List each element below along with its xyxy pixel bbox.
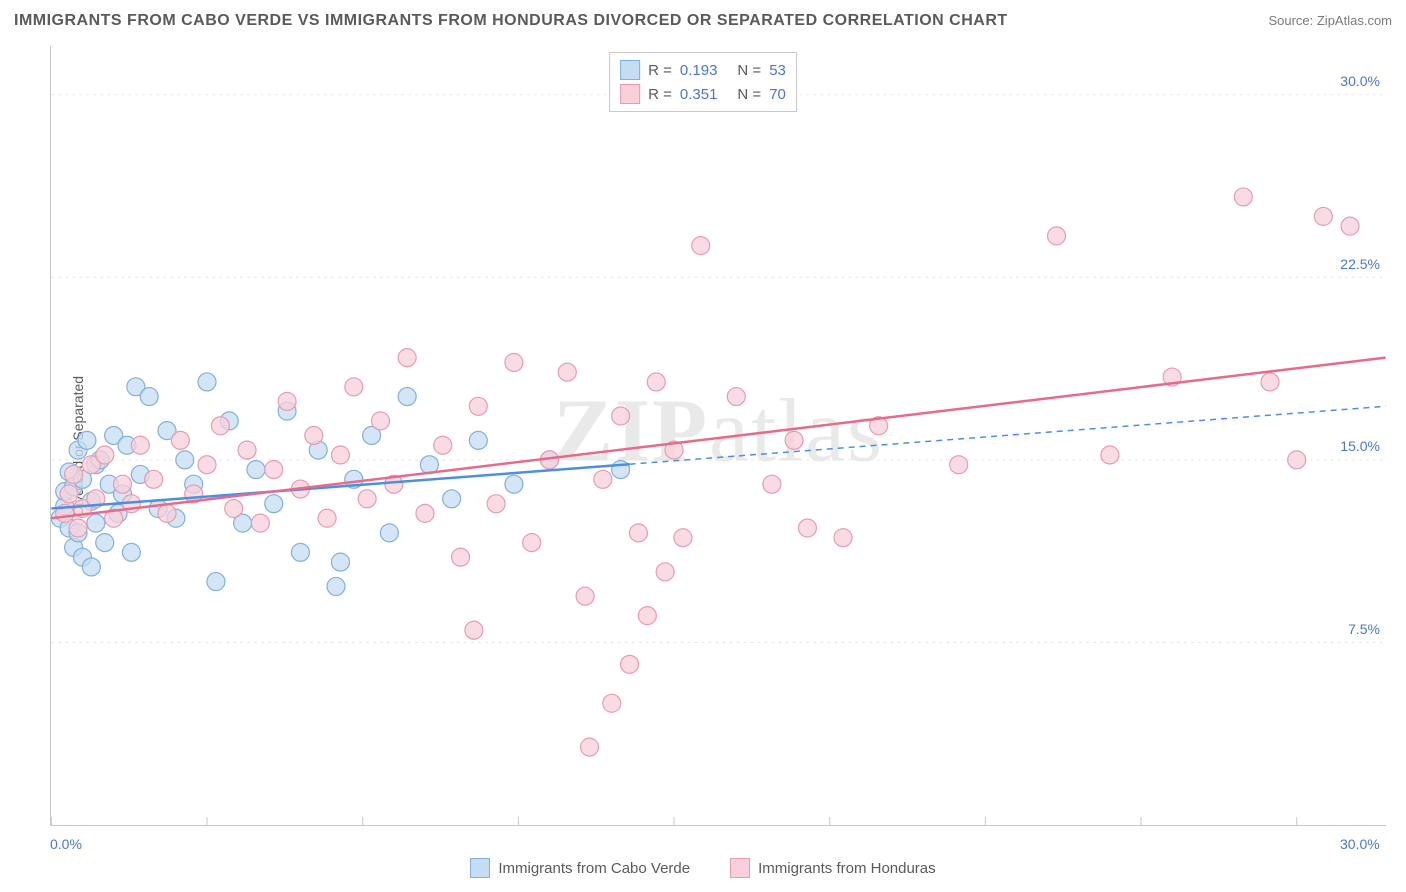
legend-label: Immigrants from Cabo Verde <box>498 860 690 877</box>
swatch-icon <box>620 84 640 104</box>
stat-r-label: R = <box>648 62 672 79</box>
stat-r-label: R = <box>648 86 672 103</box>
stats-row: R = 0.193 N = 53 <box>620 58 786 82</box>
legend-item: Immigrants from Cabo Verde <box>470 858 690 878</box>
stat-r-value: 0.193 <box>680 62 718 79</box>
x-axis-max-label: 30.0% <box>1340 836 1380 852</box>
chart-title: IMMIGRANTS FROM CABO VERDE VS IMMIGRANTS… <box>14 12 1008 30</box>
stats-legend: R = 0.193 N = 53 R = 0.351 N = 70 <box>609 52 797 112</box>
series-legend: Immigrants from Cabo Verde Immigrants fro… <box>0 858 1406 878</box>
swatch-icon <box>730 858 750 878</box>
stat-n-value: 70 <box>769 86 786 103</box>
stat-r-value: 0.351 <box>680 86 718 103</box>
stat-n-label: N = <box>737 86 761 103</box>
swatch-icon <box>620 60 640 80</box>
x-axis-origin-label: 0.0% <box>50 836 82 852</box>
swatch-icon <box>470 858 490 878</box>
plot-svg <box>51 46 1386 825</box>
stat-n-value: 53 <box>769 62 786 79</box>
y-tick-label: 22.5% <box>1330 256 1380 272</box>
legend-item: Immigrants from Honduras <box>730 858 936 878</box>
stats-row: R = 0.351 N = 70 <box>620 82 786 106</box>
plot-area: ZIPatlas <box>50 46 1386 826</box>
y-tick-label: 15.0% <box>1330 438 1380 454</box>
y-tick-label: 30.0% <box>1330 73 1380 89</box>
source-label: Source: ZipAtlas.com <box>1268 13 1392 28</box>
stat-n-label: N = <box>737 62 761 79</box>
y-tick-label: 7.5% <box>1330 621 1380 637</box>
legend-label: Immigrants from Honduras <box>758 860 936 877</box>
